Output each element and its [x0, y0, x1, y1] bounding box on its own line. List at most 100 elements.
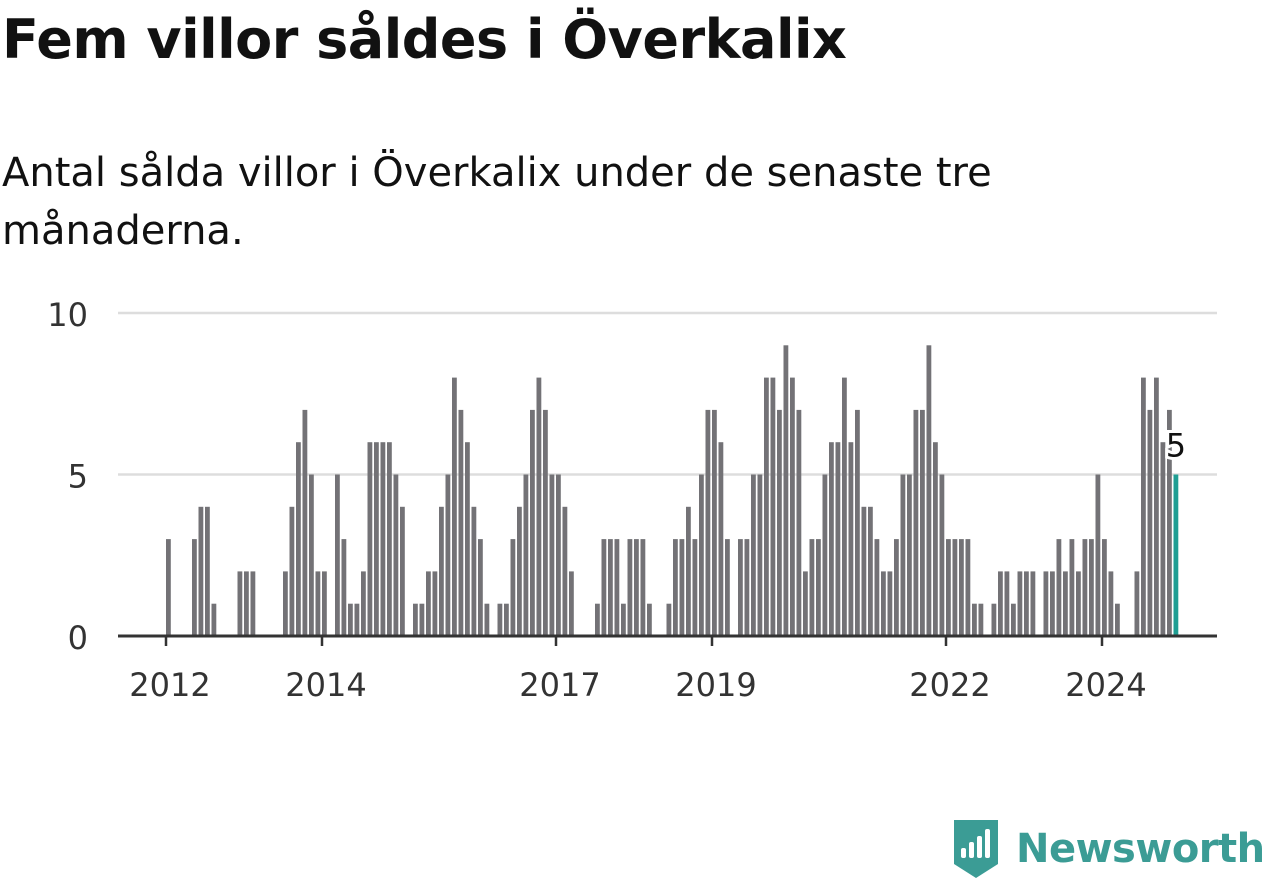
- bar: [744, 539, 750, 636]
- bar: [452, 377, 457, 636]
- bar: [907, 474, 912, 636]
- chart-title: Fem villor såldes i Överkalix: [2, 8, 847, 71]
- bar: [283, 571, 288, 636]
- chart-subtitle: Antal sålda villor i Överkalix under de …: [2, 150, 992, 254]
- bar: [393, 474, 399, 636]
- bar: [1056, 539, 1062, 636]
- axes: 0 5 10 5 2012 2014 2017 2019 2022 2024: [47, 296, 1217, 704]
- bar: [1115, 603, 1120, 636]
- bar: [484, 603, 490, 636]
- bar: [855, 409, 860, 636]
- bar: [764, 377, 769, 636]
- bar: [991, 603, 997, 636]
- bar: [1076, 571, 1081, 636]
- bar: [796, 409, 802, 636]
- bar: [1082, 539, 1088, 636]
- gridlines: [118, 311, 1217, 476]
- x-tick-label: 2017: [519, 666, 600, 704]
- bar: [809, 539, 815, 636]
- x-tick-label: 2012: [129, 666, 210, 704]
- bar: [790, 377, 795, 636]
- bar: [289, 506, 295, 636]
- bar: [549, 474, 555, 636]
- bar: [679, 539, 685, 636]
- bar: [497, 603, 503, 636]
- bar: [1160, 442, 1166, 636]
- bar: [1141, 377, 1146, 636]
- bar: [848, 442, 854, 636]
- bar: [640, 539, 646, 636]
- bar: [1063, 571, 1068, 636]
- bar: [426, 571, 431, 636]
- bar: [757, 474, 763, 636]
- bar: [738, 539, 743, 636]
- bar: [627, 539, 633, 636]
- bar: [926, 345, 932, 636]
- bar: [445, 474, 451, 636]
- bar: [842, 377, 847, 636]
- bar: [1102, 539, 1107, 636]
- bar: [751, 474, 756, 636]
- x-tick-label: 2024: [1065, 666, 1146, 704]
- bar: [978, 603, 984, 636]
- bar: [198, 506, 204, 636]
- bar: [946, 539, 951, 636]
- brand-name: Newsworthy: [1016, 826, 1262, 872]
- bar: [205, 506, 210, 636]
- bar: [699, 474, 704, 636]
- bar: [1154, 377, 1159, 636]
- bar: [192, 539, 197, 636]
- bar: [419, 603, 425, 636]
- bar: [465, 442, 470, 636]
- bar: [400, 506, 405, 636]
- bar-highlight: [1173, 474, 1179, 636]
- bar: [770, 377, 776, 636]
- bar: [1011, 603, 1016, 636]
- bar: [166, 539, 171, 636]
- bar: [1030, 571, 1036, 636]
- bar: [315, 571, 321, 636]
- x-tick-label: 2019: [675, 666, 756, 704]
- bar: [237, 571, 243, 636]
- bar: [530, 409, 535, 636]
- bar: [335, 474, 340, 636]
- newsworthy-logo-icon: [954, 820, 998, 878]
- bar: [952, 539, 958, 636]
- bar: [777, 409, 782, 636]
- bar: [835, 442, 841, 636]
- bar: [686, 506, 691, 636]
- bar: [783, 345, 789, 636]
- highlight-value-label: 5: [1166, 427, 1186, 465]
- bar: [887, 571, 893, 636]
- bar: [510, 539, 516, 636]
- bar: [341, 539, 347, 636]
- bar: [998, 571, 1003, 636]
- bar: [1004, 571, 1010, 636]
- bar: [608, 539, 613, 636]
- bar: [478, 539, 483, 636]
- bar: [296, 442, 301, 636]
- bar: [705, 409, 711, 636]
- bar: [1017, 571, 1023, 636]
- bar: [504, 603, 509, 636]
- x-tick-label: 2022: [909, 666, 990, 704]
- bar: [965, 539, 971, 636]
- bar: [1167, 409, 1172, 636]
- y-tick-label: 10: [47, 296, 88, 334]
- bar: [1069, 539, 1075, 636]
- bar: [523, 474, 529, 636]
- bar: [354, 603, 360, 636]
- bar: [634, 539, 639, 636]
- bar: [1043, 571, 1049, 636]
- bar: [439, 506, 444, 636]
- bar: [244, 571, 249, 636]
- bar: [595, 603, 600, 636]
- bar: [536, 377, 542, 636]
- bar: [933, 442, 938, 636]
- bar: [387, 442, 392, 636]
- bar: [939, 474, 945, 636]
- bar: [471, 506, 477, 636]
- bar: [322, 571, 327, 636]
- y-tick-label: 0: [68, 619, 88, 657]
- bar: [861, 506, 867, 636]
